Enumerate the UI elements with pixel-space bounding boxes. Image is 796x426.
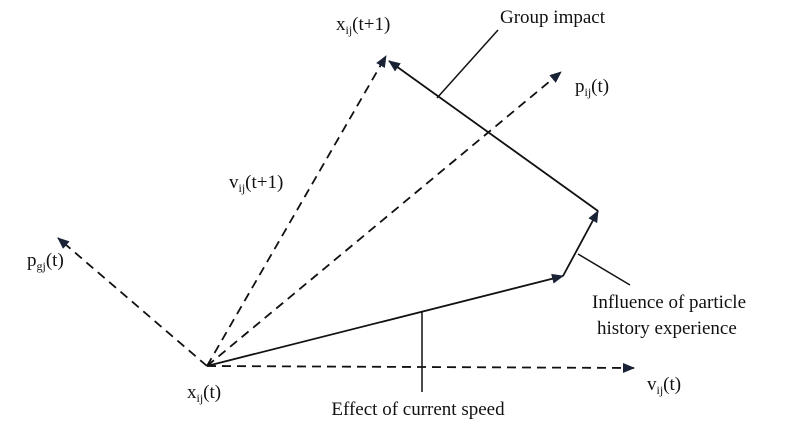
vector-labels: xij(t+1) pij(t) vij(t+1) pgj(t) xij(t) v… [27,14,681,405]
annotation: Effect of current speed [331,399,505,420]
label-pbest: pij(t) [575,76,609,99]
leader-line [436,29,499,99]
inertia-arrow [206,273,564,367]
social-arrow [388,60,599,212]
label-x-next: xij(t+1) [336,14,390,37]
label-gbest: pgj(t) [27,250,64,273]
label-v: vij(t) [647,374,681,397]
leader-lines [421,29,631,392]
annotation: Influence of particle [592,292,746,313]
global-best-arrow [57,237,208,367]
vectors [57,55,635,373]
annotations: Group impact Influence of particle histo… [331,7,746,420]
label-x: xij(t) [187,382,221,405]
annotation: Group impact [500,7,606,28]
leader-line [577,253,631,286]
personal-best-arrow [206,71,562,367]
current-velocity-arrow [206,362,635,373]
label-v-next: vij(t+1) [229,172,283,195]
cognitive-arrow [562,210,599,277]
new-velocity-arrow [206,55,387,367]
annotation: history experience [597,318,737,339]
